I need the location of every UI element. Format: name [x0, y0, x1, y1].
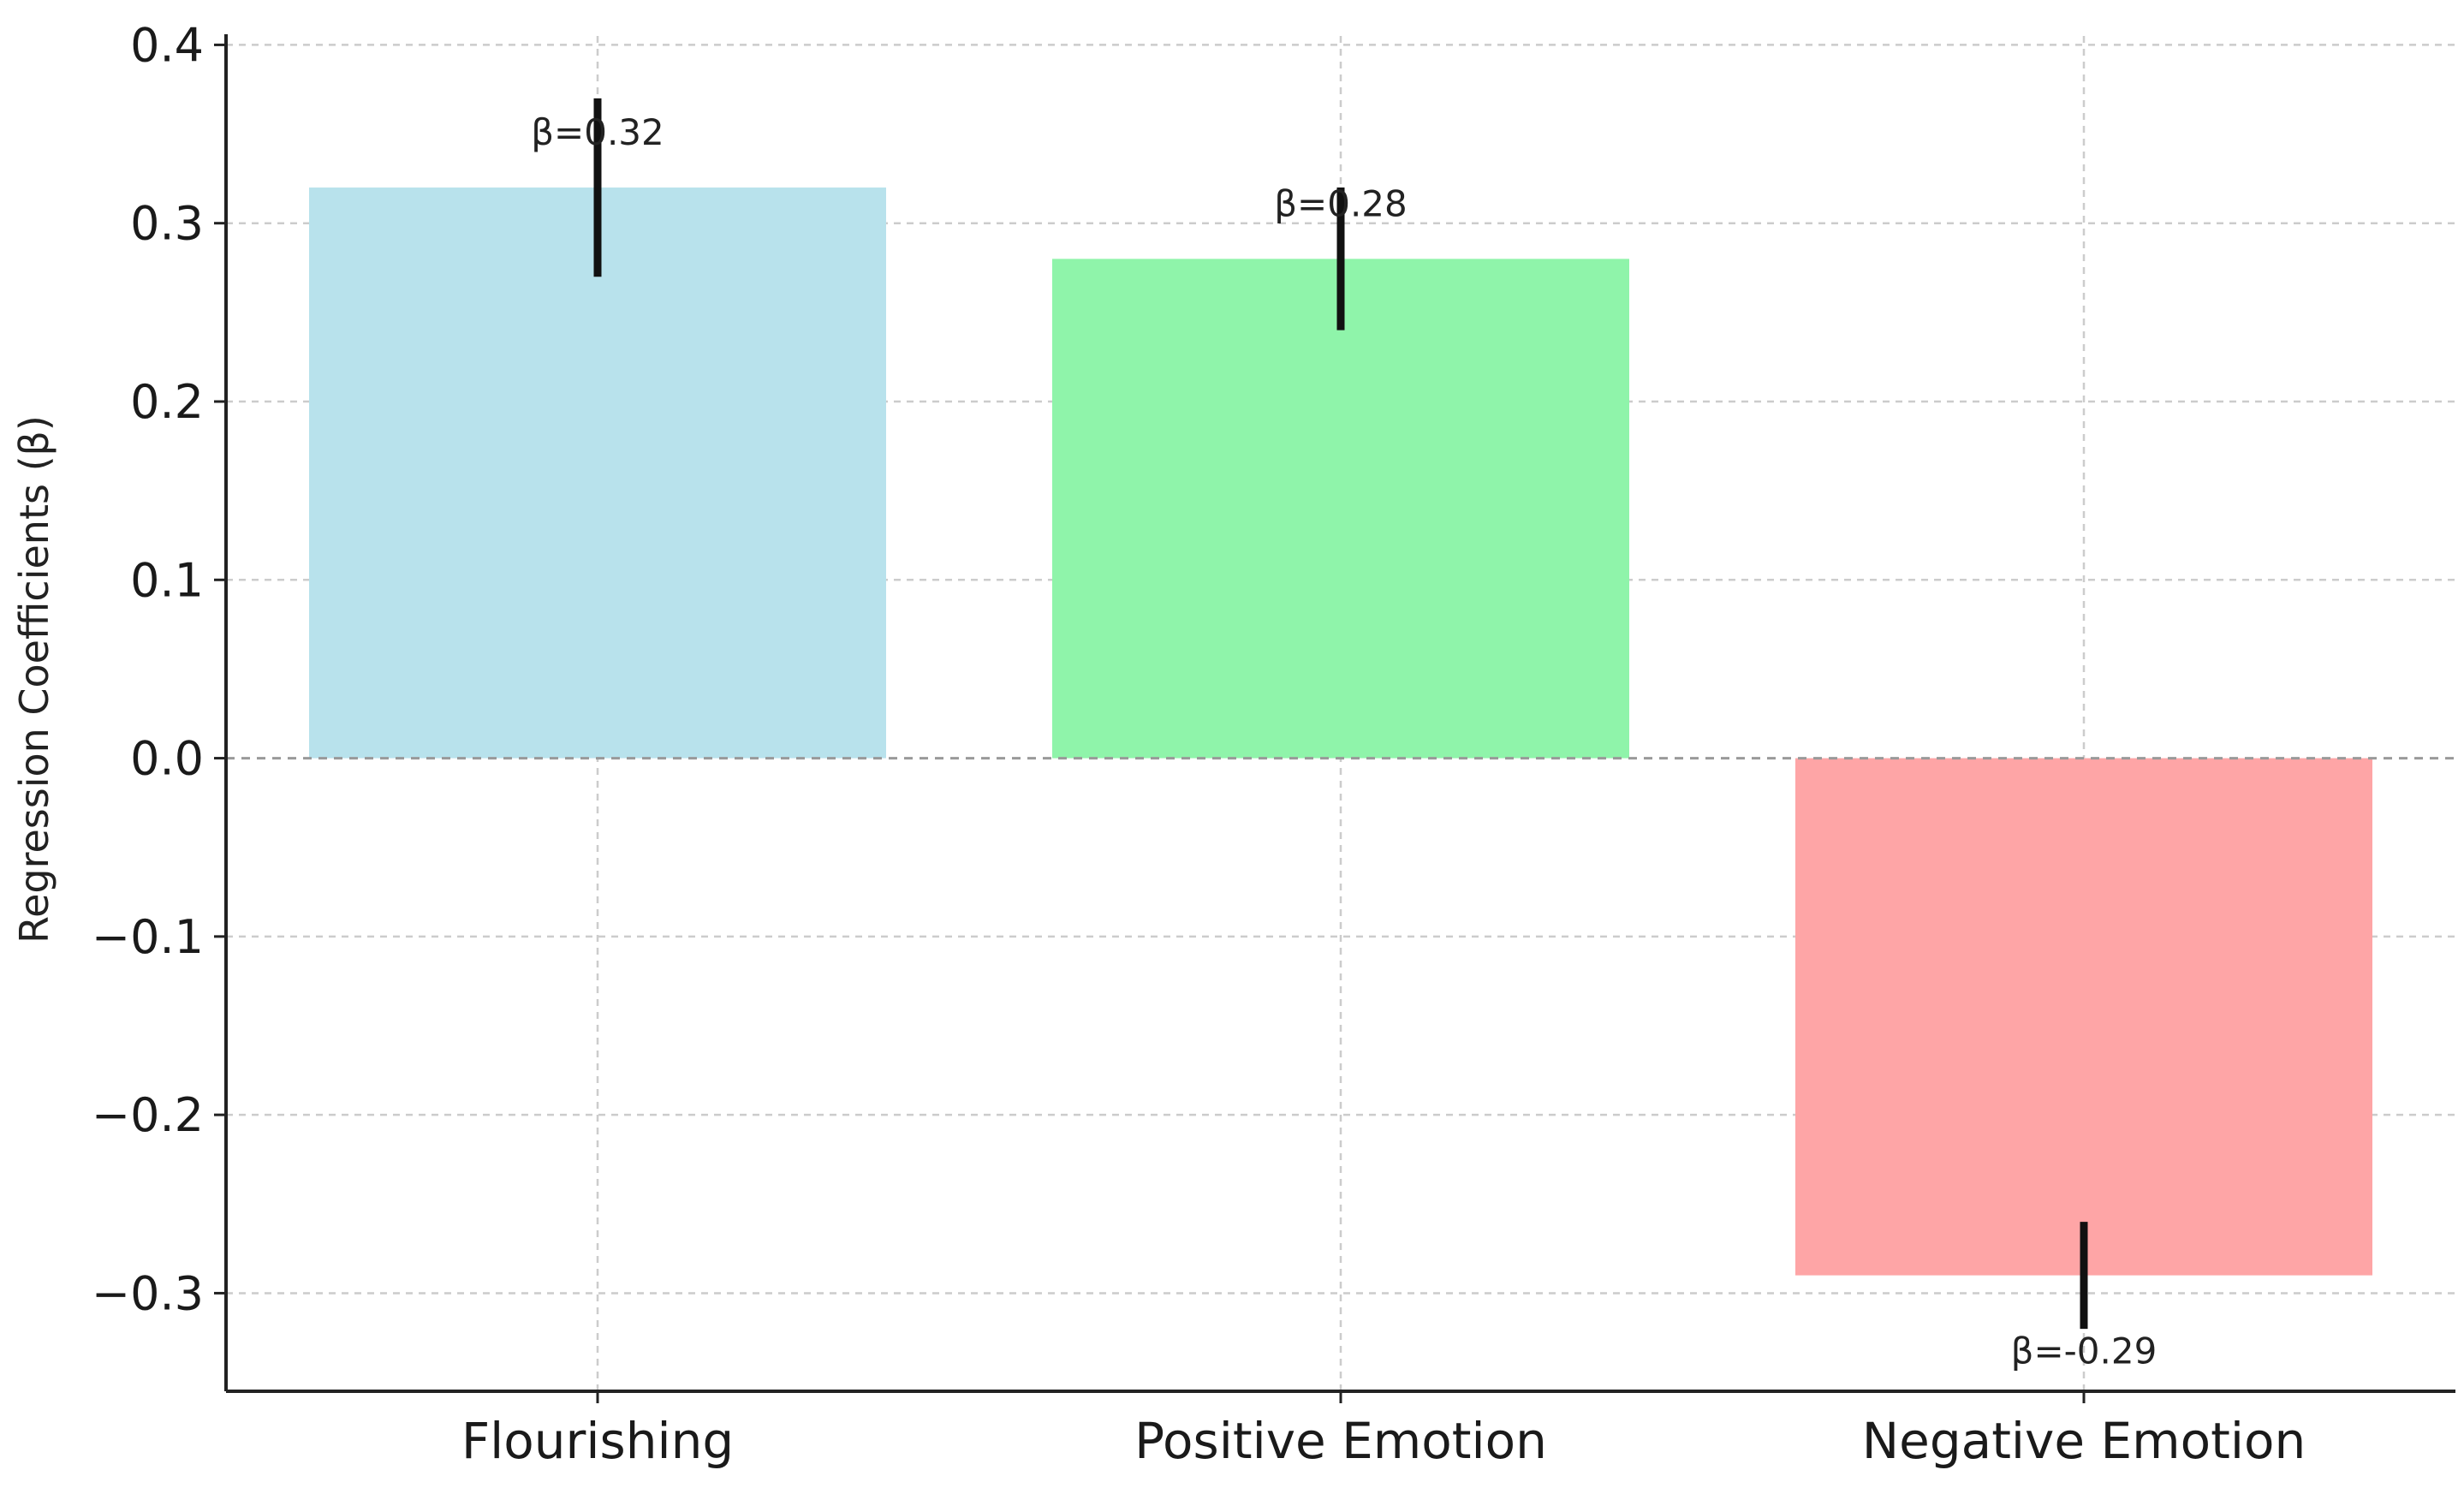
data-label: β=0.28 — [1274, 182, 1408, 224]
x-category-label: Positive Emotion — [1134, 1412, 1547, 1470]
y-tick-label: 0.2 — [130, 375, 204, 429]
y-tick-label: −0.1 — [92, 910, 204, 964]
bar-negative-emotion — [1795, 758, 2372, 1276]
y-tick-label: 0.0 — [130, 732, 204, 786]
x-category-label: Negative Emotion — [1862, 1412, 2306, 1470]
labels: 0.4 0.3 0.2 0.1 0.0 −0.1 −0.2 −0.3 β=0.32 Flouris… — [92, 18, 2306, 1470]
bar-flourishing — [309, 187, 886, 759]
data-label: β=0.32 — [531, 111, 664, 153]
bars — [309, 187, 2372, 1276]
y-tick-label: 0.3 — [130, 197, 204, 251]
data-label: β=-0.29 — [2011, 1330, 2157, 1372]
y-tick-label: 0.1 — [130, 553, 204, 607]
y-tick-label: −0.3 — [92, 1266, 204, 1320]
axes — [214, 34, 2455, 1403]
y-axis-title: Regression Coefficients (β) — [11, 415, 57, 943]
bar-positive-emotion — [1052, 259, 1629, 759]
y-tick-label: 0.4 — [130, 18, 204, 72]
y-tick-label: −0.2 — [92, 1088, 204, 1142]
error-bars — [593, 98, 2088, 1330]
x-category-label: Flourishing — [461, 1412, 734, 1470]
